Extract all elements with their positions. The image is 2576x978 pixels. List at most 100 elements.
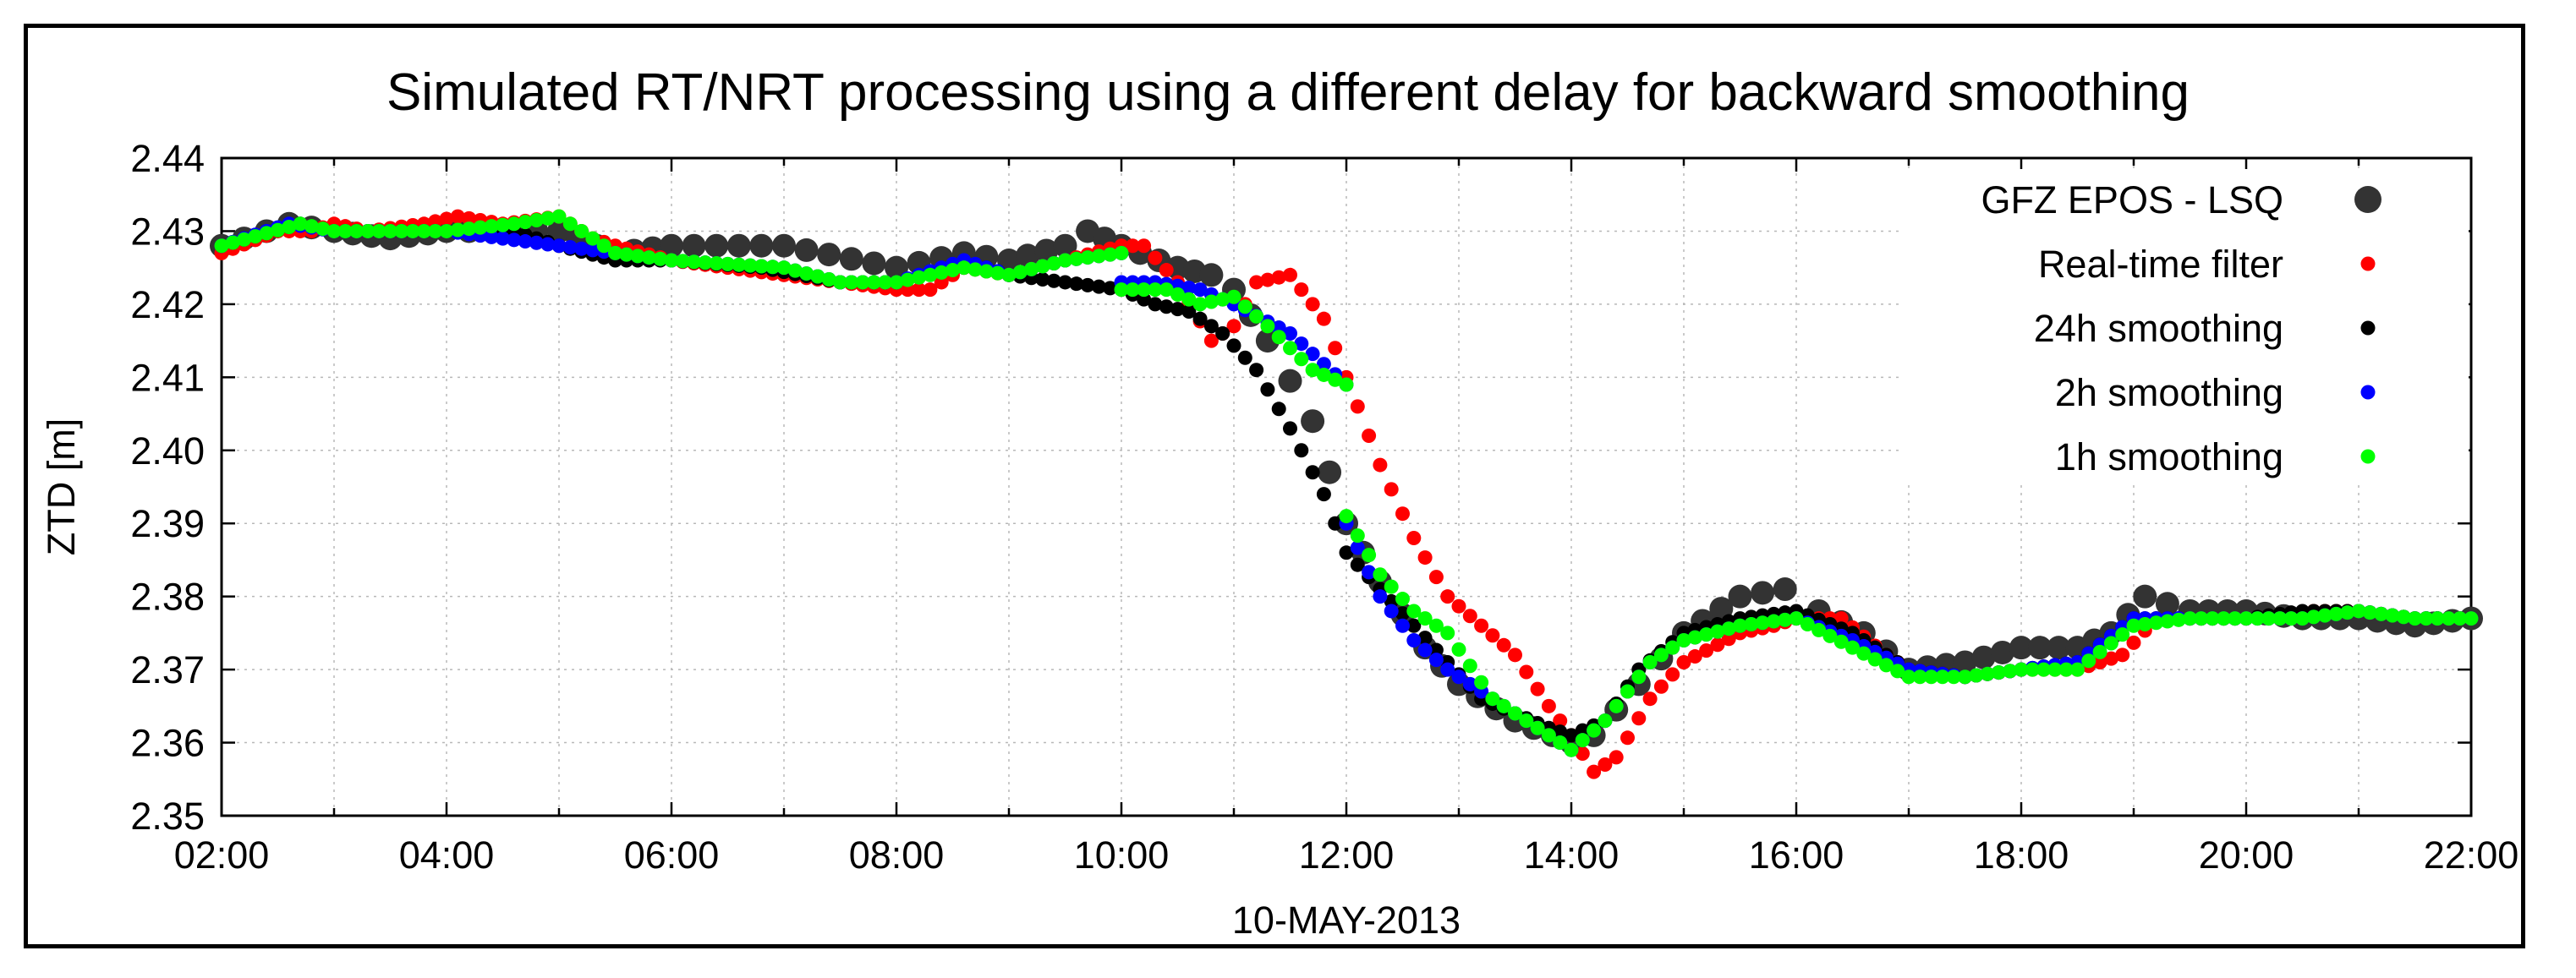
y-tick-label: 2.42	[130, 283, 205, 326]
data-point	[1687, 649, 1702, 664]
data-point	[833, 275, 847, 290]
data-point	[1294, 282, 1309, 298]
data-point	[1294, 443, 1309, 458]
legend-marker	[2360, 256, 2376, 271]
legend-label: 2h smoothing	[2055, 371, 2283, 414]
data-point	[349, 223, 364, 238]
data-point	[540, 210, 556, 226]
data-point	[383, 223, 397, 238]
data-point	[2228, 611, 2243, 626]
data-point	[1631, 669, 1647, 685]
data-point	[1755, 615, 1770, 631]
data-point	[1958, 669, 1972, 685]
data-point	[2396, 609, 2411, 625]
data-point	[1395, 506, 1410, 522]
data-point	[997, 249, 1021, 273]
legend-label: 1h smoothing	[2055, 435, 2283, 478]
data-point	[1406, 531, 1422, 546]
data-point	[1541, 728, 1556, 743]
data-point	[1890, 664, 1905, 679]
data-point	[1428, 618, 1444, 633]
y-axis-label: ZTD [m]	[40, 418, 83, 555]
data-point	[1181, 280, 1197, 295]
data-point	[1553, 724, 1568, 740]
data-point	[1350, 528, 1365, 544]
data-point	[956, 260, 972, 276]
data-point	[1687, 630, 1702, 645]
data-point	[1328, 372, 1343, 387]
data-point	[1339, 509, 1354, 524]
data-point	[1305, 297, 1320, 312]
grid	[222, 158, 2471, 816]
data-point	[2133, 584, 2157, 609]
data-point	[1451, 669, 1466, 685]
data-point	[1587, 723, 1602, 738]
data-point	[1271, 402, 1286, 417]
data-point	[619, 247, 634, 262]
data-point	[1249, 309, 1264, 324]
data-point	[2149, 615, 2164, 631]
data-point	[1462, 658, 1477, 674]
data-point	[1598, 757, 1613, 772]
x-tick-label: 06:00	[624, 833, 720, 877]
data-point	[817, 243, 841, 267]
data-point	[878, 275, 893, 290]
data-point	[923, 282, 938, 298]
data-point	[2126, 618, 2141, 633]
data-point	[772, 233, 796, 258]
data-point	[1935, 669, 1950, 685]
data-point	[1069, 251, 1084, 266]
data-point	[2306, 609, 2321, 625]
data-point	[1564, 742, 1579, 757]
data-point	[990, 265, 1006, 281]
data-point	[2171, 612, 2186, 627]
data-point	[1485, 691, 1500, 707]
data-point	[1541, 698, 1556, 713]
data-point	[1575, 746, 1590, 762]
data-point	[1339, 545, 1354, 560]
data-point	[1395, 618, 1410, 633]
data-point	[518, 215, 533, 230]
data-point	[698, 255, 713, 270]
chart-frame	[24, 24, 2525, 948]
data-point	[1249, 363, 1264, 378]
legend: GFZ EPOS - LSQ Real-time filter 24h smooth…	[1981, 178, 2381, 478]
data-point	[1305, 465, 1320, 480]
data-point	[2272, 611, 2288, 626]
data-point	[1181, 292, 1197, 307]
data-point	[293, 216, 308, 232]
data-point	[1362, 548, 1377, 563]
data-point	[1564, 728, 1579, 743]
data-point	[1474, 618, 1489, 633]
x-tick-label: 12:00	[1299, 833, 1395, 877]
data-point	[1609, 750, 1624, 765]
data-point	[2014, 662, 2029, 677]
data-point	[1642, 691, 1658, 707]
data-point	[484, 229, 499, 244]
data-point	[1283, 267, 1297, 282]
data-point	[1080, 277, 1095, 292]
data-point	[1318, 460, 1342, 484]
data-point	[1721, 621, 1736, 637]
data-point	[574, 241, 589, 256]
data-point	[2047, 636, 2071, 660]
data-point	[1766, 614, 1781, 629]
data-point	[1294, 336, 1309, 352]
data-point	[1395, 592, 1410, 607]
data-point	[1058, 275, 1072, 290]
data-point	[1328, 341, 1343, 356]
data-point	[1192, 297, 1208, 312]
data-point	[1170, 302, 1185, 317]
data-point	[709, 255, 724, 270]
data-point	[1800, 617, 1815, 632]
data-point	[1530, 681, 1545, 697]
legend-label: GFZ EPOS - LSQ	[1981, 178, 2283, 221]
data-point	[2115, 627, 2130, 642]
data-point	[1069, 276, 1084, 292]
data-point	[1350, 557, 1365, 572]
data-point	[1159, 263, 1174, 278]
data-point	[945, 263, 960, 278]
x-tick-label: 10:00	[1074, 833, 1170, 877]
data-point	[439, 223, 454, 238]
